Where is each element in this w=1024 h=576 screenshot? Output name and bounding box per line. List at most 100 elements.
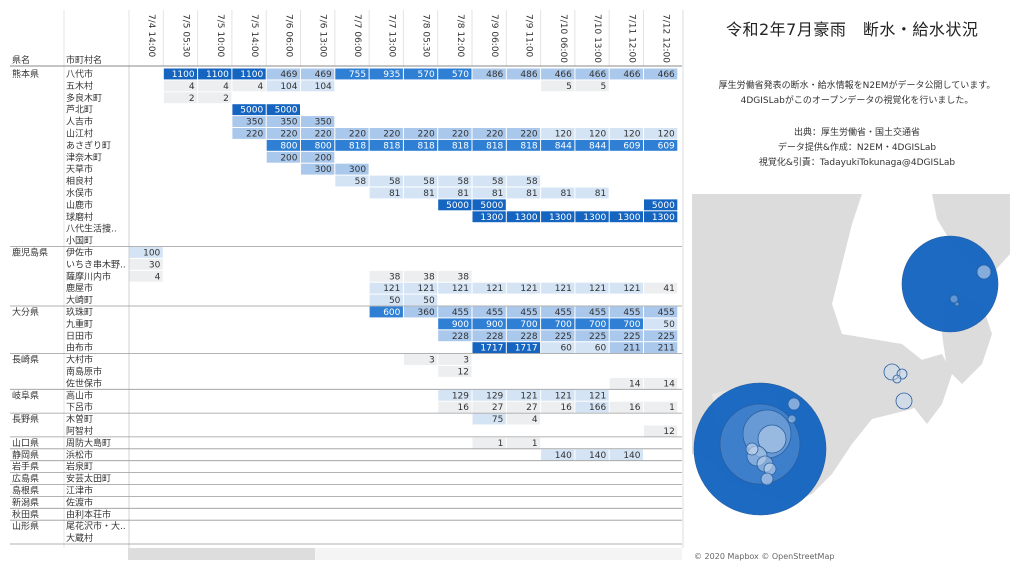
city-label: 大村市 <box>66 354 93 366</box>
table-cell <box>644 342 678 354</box>
table-cell <box>472 437 506 449</box>
cell-value: 5000 <box>446 201 469 211</box>
cell-value: 27 <box>526 403 537 413</box>
cell-value: 60 <box>595 344 607 354</box>
cell-value: 844 <box>555 141 572 151</box>
table-cell <box>541 80 575 92</box>
pref-label: 長野県 <box>12 414 39 425</box>
table-cell <box>472 330 506 342</box>
cell-value: 220 <box>280 130 297 140</box>
cell-value: 570 <box>452 70 469 80</box>
city-label: 小国町 <box>66 236 93 247</box>
cell-value: 1 <box>498 439 504 449</box>
city-label: 鹿屋市 <box>66 282 93 294</box>
map-bubble[interactable] <box>976 264 992 280</box>
table-cell <box>403 354 438 365</box>
pref-label: 鹿児島県 <box>12 247 48 259</box>
cell-value: 220 <box>520 130 537 140</box>
pref-label: 山口県 <box>12 438 39 449</box>
map-bubble[interactable] <box>760 472 774 486</box>
cell-value: 121 <box>520 284 537 294</box>
cell-value: 211 <box>623 344 640 354</box>
cell-value: 12 <box>458 368 469 378</box>
table-cell <box>129 258 163 270</box>
bubble-layer <box>693 235 999 516</box>
map-bubble[interactable] <box>954 301 960 307</box>
vertical-scrollbar[interactable] <box>682 10 684 548</box>
row-header-pref: 県名 <box>12 54 30 66</box>
table-cell <box>335 68 369 80</box>
table-cell <box>644 282 678 294</box>
cell-value: 225 <box>555 332 572 342</box>
table-cell <box>266 80 300 92</box>
pref-label: 広島県 <box>12 473 39 485</box>
cell-value: 81 <box>560 189 571 199</box>
table-cell <box>644 199 678 211</box>
city-label: 五木村 <box>66 80 93 92</box>
table-cell <box>575 187 609 199</box>
table-cell <box>575 68 609 80</box>
table-cell <box>232 116 266 127</box>
cell-value: 900 <box>452 320 469 330</box>
map-bubble[interactable] <box>787 397 801 411</box>
map-bubble[interactable] <box>949 294 959 304</box>
table-cell <box>609 377 643 389</box>
table-cell <box>438 128 472 139</box>
map-bubble[interactable] <box>895 392 913 410</box>
table-cell <box>541 330 575 342</box>
cell-value: 58 <box>458 177 470 187</box>
city-label: 安芸太田町 <box>66 473 111 485</box>
table-cell <box>506 437 541 449</box>
table-cell <box>575 449 609 461</box>
city-label: 玖珠町 <box>66 306 93 318</box>
description-line-1: 厚生労働省発表の断水・給水情報をN2EMがデータ公開しています。 <box>718 81 996 91</box>
map-bubble[interactable] <box>745 442 759 456</box>
cell-value: 5 <box>566 82 572 92</box>
pref-label: 秋田県 <box>12 508 39 520</box>
cell-value: 469 <box>315 70 332 80</box>
map-bubble[interactable] <box>901 235 999 333</box>
cell-value: 121 <box>418 284 435 294</box>
city-label: 由布市 <box>66 342 93 354</box>
table-cell <box>575 401 609 413</box>
table-cell <box>644 318 678 330</box>
cell-value: 1300 <box>549 213 572 223</box>
cell-value: 58 <box>492 177 504 187</box>
city-label: いちき串木野.. <box>66 258 126 270</box>
cell-value: 16 <box>629 403 641 413</box>
cell-value: 818 <box>486 141 503 151</box>
map-bubble[interactable] <box>757 424 787 454</box>
cell-value: 818 <box>349 141 366 151</box>
pref-label: 島根県 <box>12 485 39 497</box>
table-cell <box>541 128 575 139</box>
cell-value: 350 <box>315 118 332 128</box>
table-cell <box>506 211 541 223</box>
table-cell <box>301 80 335 92</box>
table-svg: 7/4 14:00 7/5 05:30 7/5 10:00 7/5 14:00 7/6 … <box>10 10 684 548</box>
table-cell <box>644 330 678 342</box>
table-cell <box>266 116 300 127</box>
table-cell <box>506 318 541 330</box>
cell-value: 455 <box>589 308 606 318</box>
table-cell <box>198 80 232 92</box>
table-cell <box>438 187 472 199</box>
city-label: 下呂市 <box>66 401 93 413</box>
city-label: 山江村 <box>66 128 93 140</box>
map-bubble[interactable] <box>892 374 902 384</box>
cell-value: 3 <box>429 356 435 366</box>
table-cell <box>506 342 541 354</box>
cell-value: 225 <box>589 332 606 342</box>
table-cell <box>609 282 643 294</box>
cell-value: 121 <box>589 391 606 401</box>
cell-value: 129 <box>486 391 503 401</box>
horizontal-scroll-thumb[interactable] <box>128 548 315 560</box>
city-label: 天草市 <box>66 163 93 175</box>
table-cell <box>232 68 266 80</box>
cell-value: 466 <box>589 70 606 80</box>
table-cell <box>198 68 232 80</box>
map-bubble[interactable] <box>787 414 797 424</box>
table-cell <box>472 413 506 425</box>
table-cell <box>403 139 438 151</box>
japan-map[interactable] <box>692 194 1010 544</box>
table-cell <box>232 80 266 92</box>
